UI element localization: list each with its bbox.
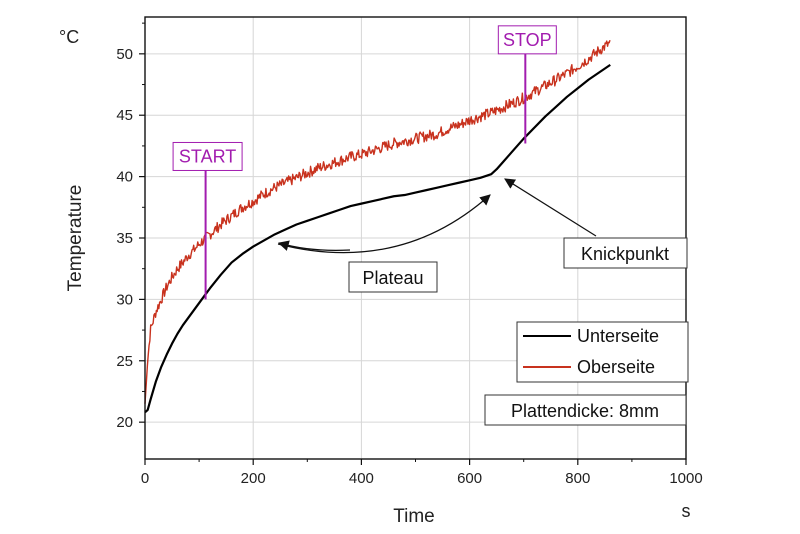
plateau-label-box (348, 261, 438, 293)
x-tick-label: 600 (457, 470, 482, 487)
legend-label-unterseite: Unterseite (577, 326, 659, 346)
plateau-label: Plateau (362, 268, 423, 288)
y-tick-label: 25 (116, 353, 133, 370)
plateau-arrow-right (277, 194, 491, 254)
x-tick-label: 1000 (669, 470, 702, 487)
y-tick-label: 50 (116, 46, 133, 63)
series-line-oberseite (144, 39, 611, 404)
data-series (144, 39, 611, 414)
y-tick-label: 20 (116, 414, 133, 431)
y-tick-label: 30 (116, 291, 133, 308)
start-marker-box (172, 141, 243, 171)
knickpunkt-label: Knickpunkt (581, 244, 669, 264)
info-box-text: Plattendicke: 8mm (511, 401, 659, 421)
legend: Unterseite Oberseite (516, 321, 689, 383)
series-line-unterseite (144, 63, 611, 414)
x-axis-title: Time (393, 506, 435, 527)
info-box: Plattendicke: 8mm (484, 394, 687, 426)
y-axis-title: Temperature (65, 185, 86, 292)
x-tick-label: 800 (565, 470, 590, 487)
knickpunkt-annotation: Knickpunkt (504, 178, 688, 269)
plateau-arrow-left (277, 240, 351, 251)
plateau-annotation: Plateau (277, 194, 491, 293)
grid-lines (145, 17, 686, 459)
legend-label-oberseite: Oberseite (577, 357, 655, 377)
start-stop-markers: START STOP (172, 25, 557, 300)
start-marker-label: START (179, 146, 236, 166)
knickpunkt-arrow (504, 178, 597, 237)
x-tick-label: 400 (349, 470, 374, 487)
y-tick-label: 45 (116, 107, 133, 124)
x-tick-label: 200 (241, 470, 266, 487)
knickpunkt-label-box (563, 237, 688, 269)
y-axis-unit: °C (59, 27, 79, 47)
stop-marker-box (497, 25, 557, 55)
x-axis-unit: s (682, 501, 691, 521)
legend-box (516, 321, 689, 383)
axis-ticks: 0 200 400 600 800 1000 20 25 30 35 40 45 50 (116, 22, 703, 487)
y-tick-label: 40 (116, 169, 133, 186)
x-tick-label: 0 (141, 470, 149, 487)
y-tick-label: 35 (116, 230, 133, 247)
stop-marker-label: STOP (503, 30, 552, 50)
info-box-frame (484, 394, 687, 426)
